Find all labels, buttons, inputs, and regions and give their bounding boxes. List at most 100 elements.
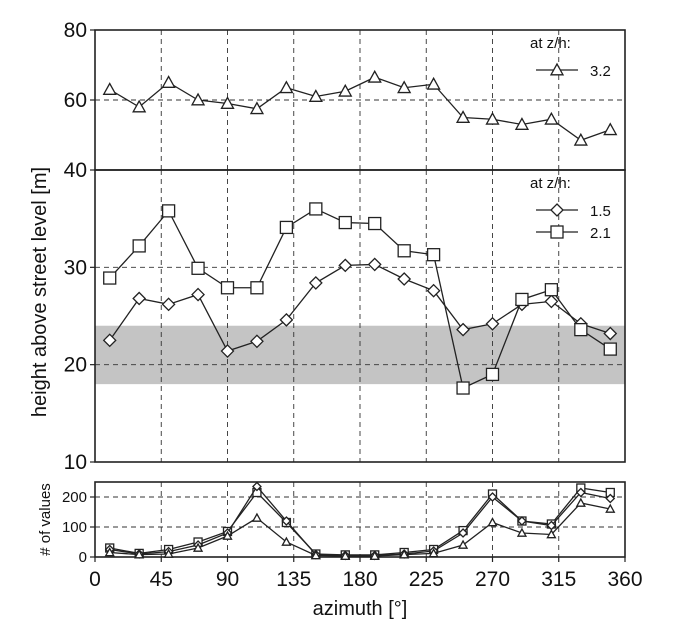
data-point-square bbox=[397, 244, 411, 258]
y-tick-label: 80 bbox=[64, 19, 87, 42]
data-point-diamond bbox=[250, 334, 264, 349]
x-tick-label: 180 bbox=[342, 568, 377, 591]
data-point-diamond bbox=[517, 516, 527, 526]
data-point-triangle bbox=[190, 92, 206, 106]
data-point-triangle bbox=[192, 542, 204, 552]
data-point-diamond bbox=[456, 322, 470, 337]
data-point-triangle bbox=[338, 83, 353, 97]
data-point-diamond bbox=[252, 481, 262, 492]
data-point-square bbox=[603, 342, 617, 356]
data-point-diamond bbox=[575, 487, 586, 498]
data-point-square bbox=[103, 271, 117, 285]
data-point-triangle bbox=[279, 80, 294, 94]
data-point-square bbox=[544, 283, 559, 297]
data-point-triangle bbox=[457, 539, 469, 549]
x-tick-label: 315 bbox=[541, 568, 576, 591]
data-point-triangle bbox=[134, 549, 145, 559]
data-point-triangle bbox=[369, 550, 380, 560]
data-point-diamond bbox=[458, 528, 468, 538]
x-tick-label: 270 bbox=[475, 568, 510, 591]
data-point-triangle bbox=[102, 82, 117, 95]
data-point-triangle bbox=[340, 550, 351, 560]
y-axis-label-count: # of values bbox=[37, 483, 54, 556]
data-point-triangle bbox=[426, 76, 441, 90]
y-tick-label: 200 bbox=[62, 489, 87, 506]
data-point-triangle bbox=[249, 101, 265, 115]
legend-marker-triangle bbox=[549, 62, 565, 76]
data-point-triangle bbox=[485, 111, 500, 125]
y-tick-label: 100 bbox=[62, 519, 87, 536]
legend-title: at z/h: bbox=[530, 175, 571, 192]
series-line-triangle bbox=[109, 76, 611, 141]
data-point-square bbox=[220, 281, 235, 295]
data-point-triangle bbox=[546, 529, 557, 539]
panel-middle: 10 20 30 at z/h: 1.5 2.1 height above street l… bbox=[29, 167, 626, 474]
data-point-triangle bbox=[163, 548, 174, 558]
data-point-triangle bbox=[573, 132, 588, 146]
y-tick-label: 10 bbox=[64, 451, 87, 474]
panel-bottom: 0 100 200 0 45 90 135 180 225 270 315 360 # of value… bbox=[37, 481, 643, 620]
data-point-diamond bbox=[397, 272, 412, 286]
legend-label: 2.1 bbox=[590, 225, 611, 242]
plot-frame bbox=[94, 169, 626, 463]
legend-label: 3.2 bbox=[590, 63, 611, 80]
legend-title: at z/h: bbox=[530, 35, 571, 52]
x-tick-label: 135 bbox=[276, 568, 311, 591]
data-point-square bbox=[485, 367, 500, 382]
data-point-square bbox=[250, 281, 264, 295]
legend-label: 1.5 bbox=[590, 203, 611, 220]
data-point-triangle bbox=[397, 80, 412, 94]
data-point-triangle bbox=[603, 122, 618, 136]
data-point-diamond bbox=[279, 312, 294, 327]
series-line-triangle bbox=[109, 502, 611, 557]
data-point-square bbox=[279, 220, 294, 235]
data-point-triangle bbox=[281, 536, 292, 546]
data-point-triangle bbox=[310, 550, 321, 560]
data-point-triangle bbox=[251, 512, 263, 522]
data-point-square bbox=[456, 381, 470, 395]
data-point-diamond bbox=[308, 275, 323, 290]
data-point-triangle bbox=[516, 527, 528, 537]
x-tick-label: 0 bbox=[89, 568, 101, 591]
data-point-diamond bbox=[367, 257, 382, 272]
data-point-triangle bbox=[487, 517, 498, 527]
data-point-diamond bbox=[338, 258, 353, 273]
data-point-triangle bbox=[132, 99, 147, 113]
data-point-square bbox=[132, 239, 146, 253]
data-point-diamond bbox=[603, 326, 618, 341]
y-tick-label: 0 bbox=[79, 549, 87, 566]
x-tick-label: 225 bbox=[409, 568, 444, 591]
legend-marker-square bbox=[550, 225, 564, 239]
panel-top: 40 60 80 at z/h: 3.2 bbox=[64, 19, 626, 182]
data-point-square bbox=[191, 261, 205, 275]
data-point-triangle bbox=[222, 530, 233, 540]
data-point-diamond bbox=[161, 297, 176, 312]
data-point-triangle bbox=[367, 69, 382, 83]
data-point-triangle bbox=[455, 110, 471, 123]
data-point-diamond bbox=[220, 344, 235, 358]
x-tick-label: 45 bbox=[150, 568, 173, 591]
data-point-diamond bbox=[281, 516, 292, 526]
data-point-diamond bbox=[605, 493, 616, 504]
y-tick-label: 20 bbox=[64, 354, 87, 377]
data-point-triangle bbox=[220, 96, 235, 109]
y-tick-label: 40 bbox=[64, 159, 87, 182]
data-point-triangle bbox=[161, 75, 176, 88]
data-point-triangle bbox=[104, 547, 115, 557]
x-tick-label: 90 bbox=[216, 568, 239, 591]
data-point-square bbox=[309, 202, 323, 216]
data-point-triangle bbox=[544, 111, 559, 125]
data-point-square bbox=[368, 216, 382, 231]
data-point-square bbox=[574, 322, 588, 337]
data-point-diamond bbox=[102, 333, 117, 348]
data-point-diamond bbox=[485, 316, 500, 331]
x-axis-label: azimuth [°] bbox=[313, 598, 408, 620]
y-tick-label: 60 bbox=[64, 89, 87, 112]
data-point-diamond bbox=[132, 291, 147, 306]
data-point-triangle bbox=[575, 497, 586, 507]
legend-marker-diamond bbox=[550, 203, 564, 217]
data-point-square bbox=[161, 204, 176, 218]
data-point-triangle bbox=[605, 503, 616, 513]
y-axis-label: height above street level [m] bbox=[29, 167, 51, 417]
